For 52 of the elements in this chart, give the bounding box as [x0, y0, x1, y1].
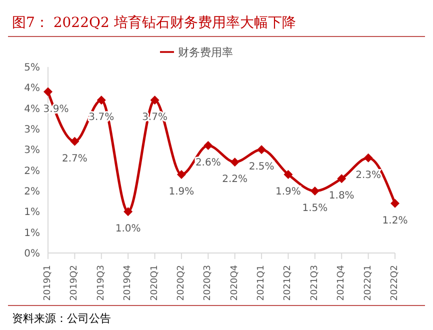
x-tick-label: 2020Q3 — [203, 265, 214, 301]
x-tick-label: 2020Q2 — [176, 265, 186, 301]
x-tick-label: 2021Q3 — [310, 265, 320, 301]
y-tick-label: 1% — [24, 228, 40, 239]
x-tick-label: 2019Q2 — [70, 265, 80, 301]
x-tick-label: 2020Q4 — [230, 264, 240, 301]
x-tick-label: 2021Q2 — [283, 265, 294, 301]
y-tick-label: 4% — [24, 83, 40, 94]
x-tick-label: 2022Q2 — [390, 265, 400, 301]
point — [70, 136, 80, 146]
x-tick-label: 2020Q1 — [150, 265, 160, 301]
text: 1.2% — [382, 215, 408, 226]
point — [364, 153, 373, 162]
x-tick-label: 2019Q1 — [43, 265, 53, 301]
text: 1.9% — [276, 186, 301, 198]
point — [204, 141, 213, 150]
point — [284, 170, 293, 179]
legend-label: 财务费用率 — [178, 46, 233, 59]
y-tick-label: 3% — [24, 145, 40, 156]
text: 2.3% — [356, 170, 382, 181]
x-tick-label: 2019Q4 — [123, 264, 134, 301]
point — [390, 198, 400, 208]
text: 资料来源：公司公告 — [12, 311, 112, 326]
y-tick-label: 0% — [24, 248, 40, 260]
point — [337, 174, 346, 184]
x-tick-label: 2021Q1 — [256, 265, 267, 301]
x-tick-label: 2022Q1 — [363, 265, 374, 301]
y-tick-label: 2% — [24, 186, 40, 198]
point — [150, 96, 160, 105]
y-tick-label: 3% — [24, 124, 40, 136]
point — [257, 145, 266, 154]
text: 1.0% — [115, 224, 141, 235]
point — [44, 87, 52, 96]
text: 1.8% — [328, 190, 354, 202]
y-tick-label: 2% — [24, 166, 40, 177]
point — [124, 207, 133, 216]
text: 2.2% — [222, 174, 248, 186]
point — [96, 96, 106, 105]
text: 1.5% — [302, 203, 328, 214]
y-tick-label: 5% — [24, 62, 40, 74]
point — [310, 186, 320, 196]
text: 2.5% — [248, 162, 274, 173]
y-tick-label: 1% — [24, 207, 40, 218]
chart-title: 图7： 2022Q2 培育钻石财务费用率大幅下降 — [8, 8, 425, 37]
point — [230, 158, 240, 167]
x-tick-label: 2019Q3 — [96, 265, 106, 301]
text: 2.7% — [62, 153, 88, 164]
y-tick-label: 4% — [24, 104, 40, 115]
x-tick-label: 2021Q4 — [336, 264, 347, 301]
text: 2.6% — [195, 158, 221, 169]
text: 1.9% — [168, 186, 194, 198]
point — [176, 170, 186, 179]
